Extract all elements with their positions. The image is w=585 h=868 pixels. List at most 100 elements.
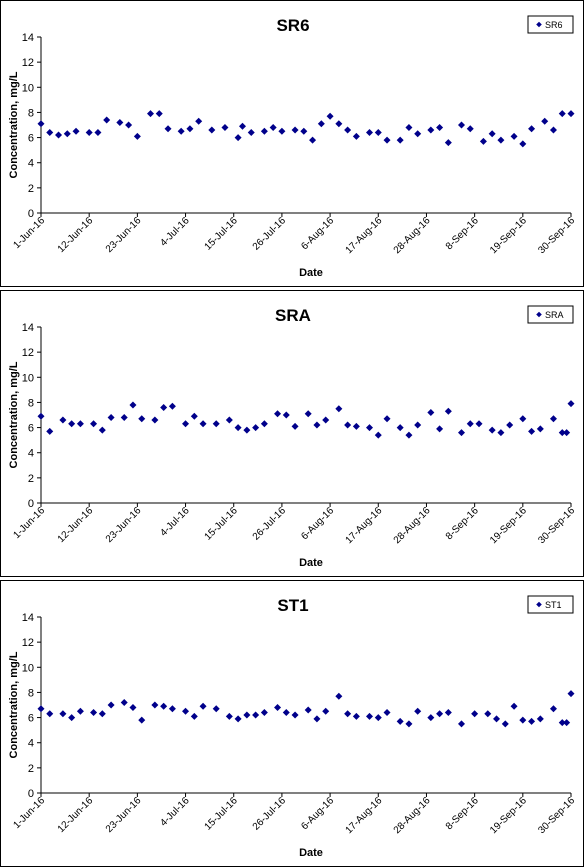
data-point — [479, 137, 487, 145]
data-point — [352, 132, 360, 140]
data-point — [72, 127, 80, 135]
x-tick-label: 23-Jun-16 — [104, 505, 144, 545]
data-point — [133, 132, 141, 140]
data-point — [46, 710, 54, 718]
y-tick-label: 4 — [28, 448, 34, 460]
chart-st1: ST1 0 2 4 6 8 10 12 14 1-Jun-16 12-Jun-16 23-Jun-16… — [8, 595, 577, 859]
data-point — [444, 139, 452, 147]
x-tick-label: 6-Aug-16 — [299, 795, 336, 832]
chart-panel-1: SR6 0 2 4 6 8 10 12 14 1-Jun-16 12-Jun-16 23-Jun-16… — [0, 0, 584, 287]
data-point — [414, 707, 422, 715]
y-tick-label: 12 — [22, 57, 34, 69]
data-point — [260, 420, 268, 428]
data-point — [282, 411, 290, 419]
y-axis-title: Concentration, mg/L — [8, 361, 20, 468]
chart-title: SR6 — [276, 16, 309, 35]
y-tick-label: 2 — [28, 473, 34, 485]
legend-box — [527, 305, 574, 324]
x-tick-label: 17-Aug-16 — [344, 215, 385, 256]
legend-label: SRA — [545, 310, 564, 320]
data-point — [471, 710, 479, 718]
data-point — [103, 116, 111, 124]
data-point — [107, 414, 115, 422]
y-tick-label: 8 — [28, 107, 34, 119]
data-point — [120, 698, 128, 706]
x-tick-label: 4-Jul-16 — [158, 215, 192, 249]
data-point — [85, 129, 93, 137]
y-tick-label: 12 — [22, 637, 34, 649]
data-point — [291, 422, 299, 430]
data-point — [238, 122, 246, 130]
x-tick-label: 6-Aug-16 — [299, 505, 336, 542]
data-point — [466, 125, 474, 133]
x-tick-label: 1-Jun-16 — [11, 795, 47, 831]
legend: SRA — [527, 305, 574, 324]
data-point — [558, 429, 566, 437]
y-axis-title: Concentration, mg/L — [8, 651, 20, 758]
data-point — [405, 124, 413, 132]
x-tick-label: 8-Sep-16 — [444, 505, 481, 542]
data-point — [322, 707, 330, 715]
data-point — [567, 690, 575, 698]
y-tick-label: 8 — [28, 397, 34, 409]
data-point — [274, 410, 282, 418]
data-point — [46, 129, 54, 137]
data-point — [234, 134, 242, 142]
data-point — [151, 701, 159, 709]
x-tick-label: 28-Aug-16 — [392, 795, 433, 836]
data-point — [309, 136, 317, 144]
data-point — [374, 714, 382, 722]
y-tick-label: 0 — [28, 208, 34, 220]
data-point — [444, 709, 452, 717]
data-point — [260, 127, 268, 135]
data-point — [63, 130, 71, 138]
data-point — [116, 118, 124, 126]
y-tick-label: 2 — [28, 763, 34, 775]
data-point — [427, 408, 435, 416]
x-axis-title: Date — [299, 847, 323, 859]
data-point — [501, 720, 509, 728]
data-point — [541, 117, 549, 125]
x-tick-label: 8-Sep-16 — [444, 215, 481, 252]
data-point — [519, 415, 527, 423]
data-point — [322, 416, 330, 424]
data-point — [147, 110, 155, 118]
data-point — [195, 117, 203, 125]
data-point — [190, 712, 198, 720]
data-point — [567, 400, 575, 408]
data-point — [199, 702, 207, 710]
x-tick-label: 23-Jun-16 — [104, 795, 144, 835]
data-point — [396, 717, 404, 725]
data-point — [190, 412, 198, 420]
data-point — [427, 714, 435, 722]
data-point — [155, 110, 163, 118]
data-point — [335, 692, 343, 700]
data-point — [374, 129, 382, 137]
data-point — [68, 714, 76, 722]
data-point — [90, 709, 98, 717]
chart-sra: SRA 0 2 4 6 8 10 12 14 1-Jun-16 12-Jun-16 23-Jun-16… — [8, 305, 577, 569]
data-point — [405, 720, 413, 728]
data-point — [304, 410, 312, 418]
data-point — [120, 414, 128, 422]
data-point — [436, 124, 444, 132]
data-point — [313, 421, 321, 429]
data-point — [383, 709, 391, 717]
y-tick-label: 12 — [22, 347, 34, 359]
data-point — [510, 702, 518, 710]
data-point — [352, 422, 360, 430]
chart-sr6: SR6 0 2 4 6 8 10 12 14 1-Jun-16 12-Jun-16 23-Jun-16… — [8, 15, 577, 279]
data-point — [37, 120, 45, 128]
data-point — [234, 424, 242, 432]
data-point — [160, 403, 168, 411]
chart-panel-2: SRA 0 2 4 6 8 10 12 14 1-Jun-16 12-Jun-16 23-Jun-16… — [0, 290, 584, 577]
data-point — [519, 140, 527, 148]
x-tick-label: 15-Jul-16 — [203, 795, 241, 833]
y-tick-label: 4 — [28, 158, 34, 170]
data-point — [260, 709, 268, 717]
data-point — [457, 429, 465, 437]
data-point — [37, 412, 45, 420]
data-point — [129, 401, 137, 409]
data-point — [168, 402, 176, 410]
data-point — [497, 429, 505, 437]
